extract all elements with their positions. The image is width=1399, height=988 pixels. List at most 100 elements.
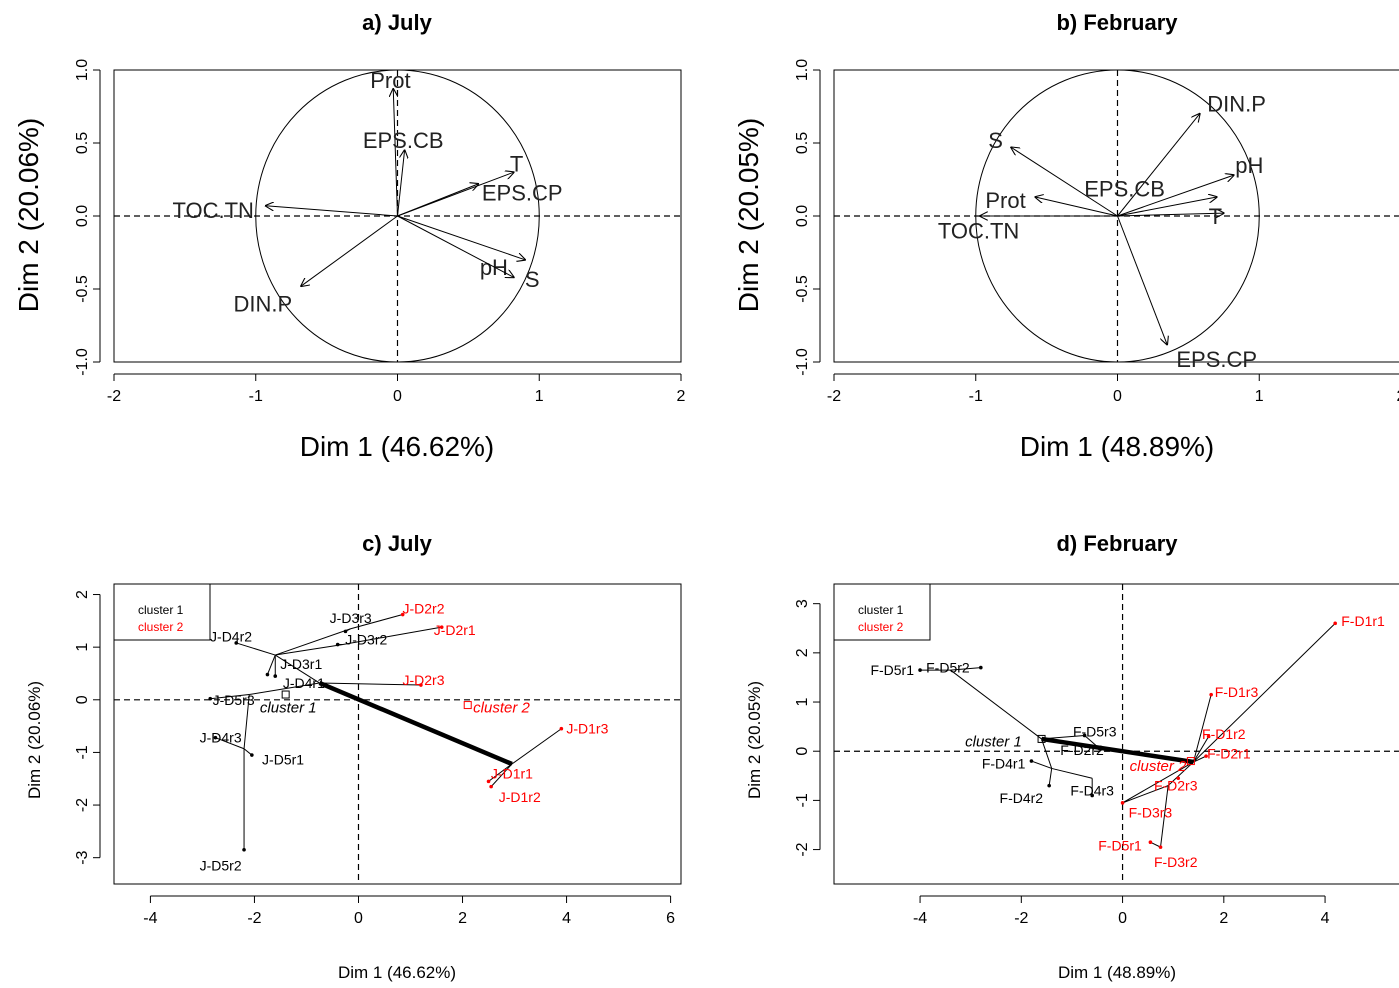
panel-b-title: b) February [1056, 10, 1178, 35]
panel-b-arrow-label-s: S [988, 128, 1003, 153]
panel-c-point-j-d5r2 [242, 847, 246, 852]
panel-a-ytick-label: 0.5 [74, 132, 91, 154]
panel-c-xtick-label: 2 [458, 910, 467, 927]
panel-a-arrow-label-eps-cb: EPS.CB [363, 128, 444, 153]
panel-c-xtick-label: 4 [562, 910, 571, 927]
panel-d-tree-line [1041, 738, 1053, 769]
panel-d-tree-line [1051, 767, 1093, 779]
panel-b-arrow-t [1117, 213, 1224, 216]
panel-c-title: c) July [362, 531, 432, 556]
panel-c-tree-line [243, 694, 250, 749]
panel-c-tree-line [319, 682, 421, 686]
panel-d-point-f-d3r3 [1120, 801, 1125, 805]
panel-c-legend-box [113, 583, 211, 641]
panel-a-xtick-label: 0 [393, 388, 402, 405]
panel-a-arrow-eps-cb [397, 150, 405, 217]
panel-a-arrow-toc-tn [266, 206, 398, 217]
panel-b-unit-circle [975, 69, 1260, 363]
panel-b-arrow-label-t: T [1209, 204, 1222, 229]
panel-b-ytick-label: -0.5 [794, 275, 811, 303]
panel-b-xtick-label: 1 [1255, 388, 1264, 405]
panel-b-arrow-eps-cb [1117, 197, 1217, 217]
panel-a-ylabel: Dim 2 (20.06%) [13, 118, 44, 313]
panel-a-arrow-label-toc-tn: TOC.TN [172, 198, 253, 223]
panel-c-legend-cluster-2: cluster 2 [138, 620, 184, 634]
panel-c-tree-line [210, 694, 250, 700]
panel-c-point-label-j-d1r1: J-D1r1 [491, 765, 533, 781]
panel-b-ytick-label: -1.0 [794, 348, 811, 376]
panel-c-ytick-label: -1 [74, 745, 91, 759]
panel-c-point-j-d2r1 [439, 625, 444, 629]
panel-a-arrow-label-din-p: DIN.P [233, 292, 292, 317]
panel-c-point-label-j-d1r2: J-D1r2 [499, 789, 541, 805]
panel-d-point-f-d5r3 [1082, 733, 1087, 738]
panel-c-point-j-d3r3 [343, 629, 348, 634]
panel-d-ytick-label: -2 [794, 842, 811, 856]
panel-d-point-f-d5r1 [1148, 840, 1153, 844]
panel-c-point-label-j-d2r3: J-D2r3 [403, 672, 445, 688]
panel-c-ytick-label: 2 [74, 590, 91, 599]
panel-c-point-j-d4r2 [234, 641, 239, 645]
panel-c-point-j-d3r2 [335, 642, 340, 647]
panel-c-xtick-label: -2 [247, 910, 261, 927]
panel-d-point-label-f-d5r1: F-D5r1 [870, 662, 914, 678]
panel-d-point-f-d3r2 [1158, 845, 1163, 849]
panel-d-tree-line [1193, 755, 1207, 763]
panel-c-point-label-j-d5r3: J-D5r3 [213, 692, 255, 708]
panel-b-arrow-label-ph: pH [1235, 153, 1263, 178]
panel-b-arrow-prot [1035, 197, 1118, 217]
panel-d-center-label-cluster-2: cluster 2 [1130, 758, 1187, 775]
panel-d-center-label-cluster-1: cluster 1 [965, 733, 1022, 750]
panel-b-arrow-eps-cp [1117, 215, 1168, 344]
panel-c-point-j-d1r1 [486, 779, 491, 784]
panel-c-tree-line [236, 642, 276, 656]
panel-d-ytick-label: 1 [794, 697, 811, 706]
panel-d-point-f-d1r1 [1333, 621, 1337, 626]
panel-d-point-f-d2r2 [1097, 746, 1102, 751]
panel-d-center-cluster-1 [1037, 734, 1046, 743]
panel-c-xlabel: Dim 1 (46.62%) [338, 963, 456, 982]
panel-a-arrow-prot [393, 89, 397, 217]
panel-b-xtick-label: -2 [827, 388, 841, 405]
panel-a-unit-circle [255, 69, 540, 363]
panel-d-point-label-f-d2r2: F-D2r2 [1060, 742, 1104, 758]
panel-d-tree-line [1150, 841, 1161, 848]
panel-d-point-label-f-d1r3: F-D1r3 [1215, 684, 1259, 700]
panel-d-point-f-d2r1 [1204, 754, 1208, 758]
panel-a-title: a) July [362, 10, 432, 35]
panel-d-point-f-d4r1 [1029, 759, 1034, 763]
panel-d-point-label-f-d3r2: F-D3r2 [1154, 854, 1198, 870]
panel-a-arrow-din-p [301, 215, 398, 286]
panel-d-point-f-d1r3 [1209, 692, 1213, 697]
panel-d-ytick-label: -1 [794, 793, 811, 807]
panel-b-ytick-label: 0.0 [794, 205, 811, 227]
panel-c-point-label-j-d1r3: J-D1r3 [566, 721, 608, 737]
panel-a-arrow-label-s: S [525, 267, 540, 292]
panel-c-point-j-d5r1 [250, 753, 254, 757]
panel-b-arrow-s [1011, 147, 1118, 217]
panel-d-legend-cluster-2: cluster 2 [858, 620, 904, 634]
panel-c-center-cluster-1 [281, 690, 290, 699]
panel-d-xtick-label: -2 [1014, 910, 1028, 927]
panel-c-point-j-d2r3 [419, 683, 423, 687]
panel-a-arrow-eps-cp [397, 184, 479, 217]
panel-c-point-label-j-d5r2: J-D5r2 [200, 858, 242, 874]
panel-d-center-cluster-2 [1186, 757, 1195, 766]
panel-d-point-label-f-d5r1: F-D5r1 [1098, 838, 1142, 854]
panel-c-center-label-cluster-1: cluster 1 [260, 700, 317, 717]
panel-d-point-f-d5r1 [918, 668, 922, 672]
panel-a-arrow-ph [397, 215, 526, 260]
panel-d-tree-line [950, 669, 1042, 740]
panel-b-xtick-label: -1 [969, 388, 983, 405]
panel-c-point-label-j-d2r2: J-D2r2 [403, 601, 445, 617]
panel-c-ylabel: Dim 2 (20.06%) [25, 681, 44, 799]
panel-c-point-label-j-d2r1: J-D2r1 [434, 622, 476, 638]
panel-d-tree-line [1193, 622, 1336, 763]
panel-c-tree-line [249, 682, 320, 696]
panel-d-point-label-f-d2r1: F-D2r1 [1207, 746, 1251, 762]
panel-c-tree-line [511, 728, 562, 765]
panel-c-point-label-j-d4r2: J-D4r2 [210, 629, 252, 645]
panel-c-tree-line [488, 763, 513, 782]
panel-b-arrow-label-prot: Prot [985, 188, 1025, 213]
panel-b-xtick-label: 0 [1113, 388, 1122, 405]
